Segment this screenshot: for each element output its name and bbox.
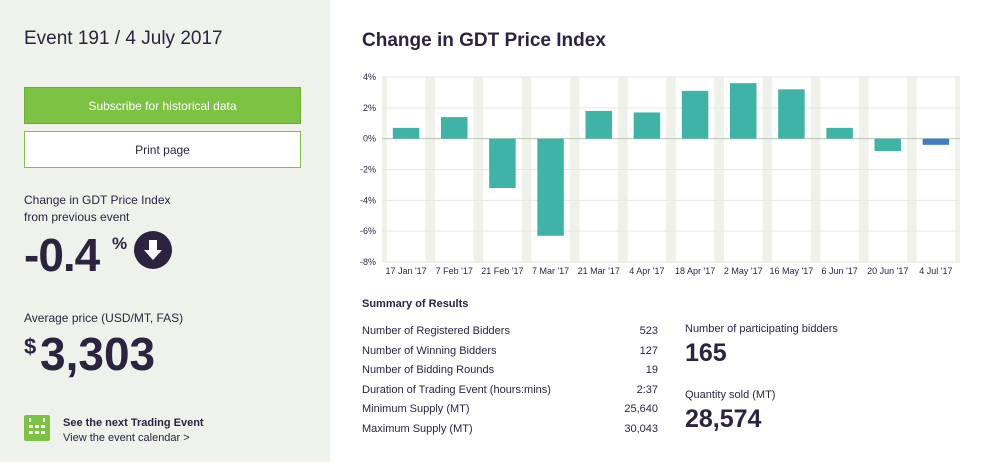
summary-row-label: Number of Bidding Rounds [362, 364, 495, 377]
average-price-label: Average price (USD/MT, FAS) [24, 311, 184, 325]
bar [489, 138, 516, 188]
print-button[interactable]: Print page [24, 131, 301, 168]
summary-row-value: 523 [639, 325, 658, 337]
y-tick-label: 4% [363, 72, 376, 82]
summary-row-label: Minimum Supply (MT) [362, 403, 470, 416]
x-tick-label: 2 May '17 [724, 266, 763, 276]
bar [537, 138, 564, 236]
bar [730, 83, 757, 139]
summary-row: Number of Winning Bidders 127 [362, 342, 658, 362]
average-price-value: 3,303 [40, 328, 156, 380]
summary-title: Summary of Results [362, 298, 469, 310]
change-label: Change in GDT Price Index from previous … [24, 192, 171, 226]
y-tick-label: -6% [360, 226, 376, 236]
next-event-title: See the next Trading Event [63, 417, 204, 429]
bar [392, 127, 420, 139]
quantity-sold-value: 28,574 [685, 405, 762, 433]
change-value: -0.4 [24, 229, 100, 281]
x-tick-label: 21 Mar '17 [578, 266, 620, 276]
summary-row-label: Maximum Supply (MT) [362, 422, 473, 435]
summary-row: Minimum Supply (MT) 25,640 [362, 400, 658, 420]
x-tick-label: 6 Jun '17 [821, 266, 857, 276]
x-tick-label: 7 Feb '17 [436, 266, 473, 276]
summary-row-value: 2:37 [636, 383, 658, 396]
y-tick-label: 0% [363, 134, 376, 144]
change-unit: % [112, 234, 128, 253]
price-index-chart-svg: 4% 2% 0% -2% -4% -6% -8% 17 Jan '17 7 Feb '17 21 … [360, 72, 960, 276]
change-label-line2: from previous event [24, 210, 130, 224]
x-tick-label: 21 Feb '17 [481, 266, 523, 276]
calendar-icon[interactable] [24, 415, 50, 441]
summary-row-label: Duration of Trading Event (hours:mins) [362, 383, 551, 396]
y-tick-label: -8% [360, 257, 376, 267]
summary-row: Maximum Supply (MT) 30,043 [362, 420, 658, 440]
event-title: Event 191 / 4 July 2017 [24, 28, 223, 49]
y-tick-label: -4% [360, 195, 376, 205]
summary-row-value: 30,043 [624, 422, 658, 435]
arrow-down-circle-icon [134, 231, 172, 269]
price-index-chart: 4% 2% 0% -2% -4% -6% -8% 17 Jan '17 7 Feb '17 21 … [355, 66, 970, 280]
participating-bidders-stat: Number of participating bidders 165 [685, 323, 838, 368]
participating-bidders-value: 165 [685, 339, 727, 367]
summary-row-value: 127 [639, 344, 658, 357]
x-tick-label: 7 Mar '17 [532, 266, 569, 276]
summary-table: Number of Registered Bidders 523 Number o… [362, 322, 658, 440]
bar [633, 112, 661, 139]
event-calendar-link[interactable]: View the event calendar > [63, 432, 190, 444]
event-sidebar: Event 191 / 4 July 2017 Subscribe for hi… [0, 0, 330, 462]
chart-title: Change in GDT Price Index [362, 30, 606, 51]
summary-row-label: Number of Registered Bidders [362, 325, 510, 337]
quantity-sold-label: Quantity sold (MT) [685, 389, 776, 401]
x-tick-label: 16 May '17 [770, 266, 814, 276]
summary-row: Duration of Trading Event (hours:mins) 2:… [362, 381, 658, 401]
x-tick-label: 18 Apr '17 [675, 266, 715, 276]
subscribe-button[interactable]: Subscribe for historical data [24, 87, 301, 124]
bar [778, 89, 805, 139]
summary-row-value: 19 [645, 364, 658, 377]
summary-row-value: 25,640 [624, 403, 658, 416]
participating-bidders-label: Number of participating bidders [685, 323, 838, 335]
x-tick-label: 20 Jun '17 [867, 266, 908, 276]
bar [826, 127, 853, 139]
change-label-line1: Change in GDT Price Index [24, 193, 171, 207]
bar [922, 138, 950, 145]
y-tick-label: -2% [360, 165, 376, 175]
bar [681, 90, 709, 139]
x-tick-label: 4 Apr '17 [629, 266, 664, 276]
bar [585, 110, 612, 139]
x-tick-label: 17 Jan '17 [385, 266, 426, 276]
bar [874, 138, 901, 151]
quantity-sold-stat: Quantity sold (MT) 28,574 [685, 389, 775, 434]
average-price-currency: $ [24, 334, 37, 359]
summary-row: Number of Registered Bidders 523 [362, 322, 658, 342]
bar [441, 117, 468, 139]
summary-row: Number of Bidding Rounds 19 [362, 361, 658, 381]
x-tick-label: 4 Jul '17 [919, 266, 952, 276]
y-tick-label: 2% [363, 103, 376, 113]
summary-row-label: Number of Winning Bidders [362, 344, 497, 357]
